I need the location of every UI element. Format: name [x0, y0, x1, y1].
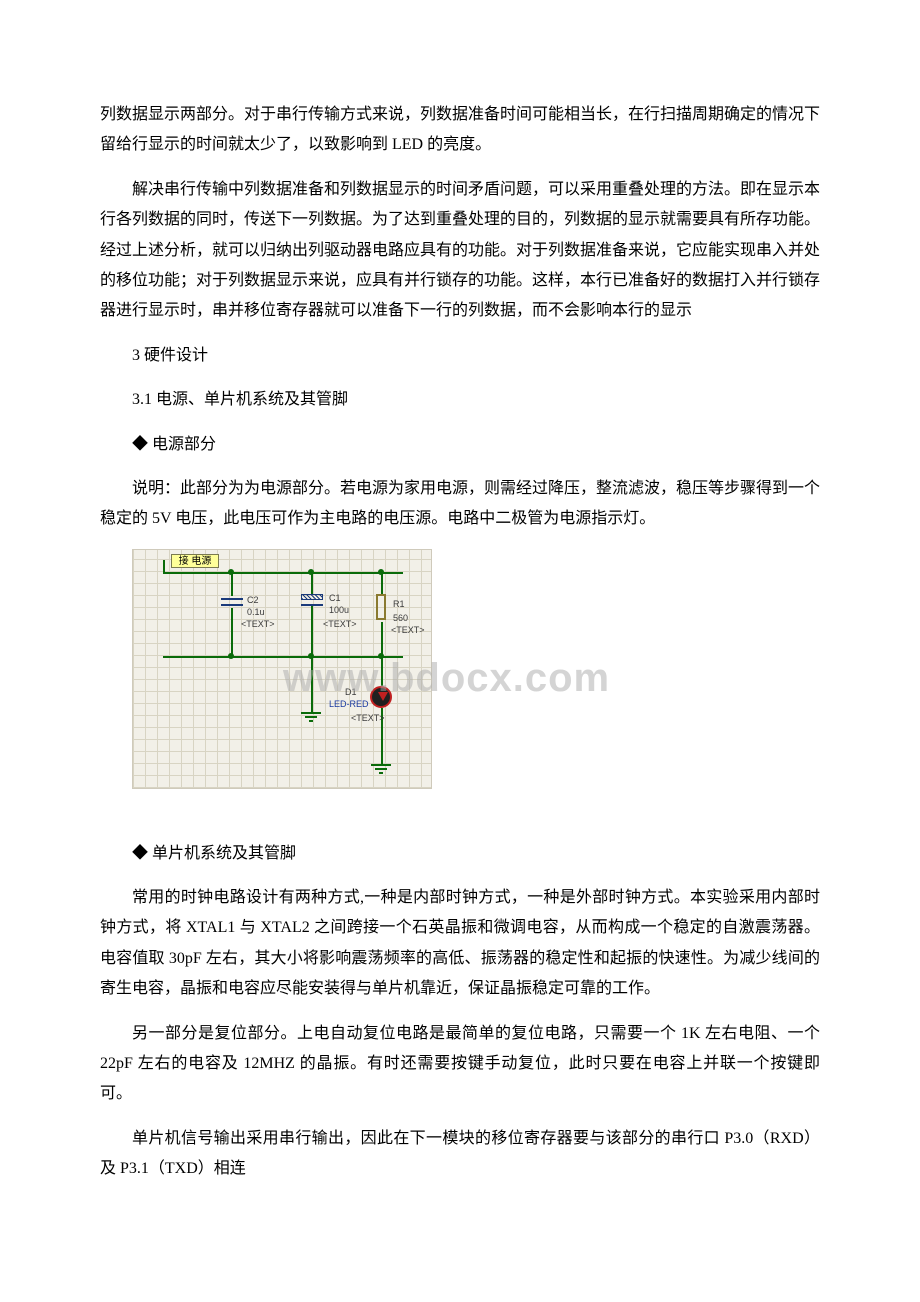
ground-icon: [371, 764, 391, 776]
para-power-desc: 说明：此部分为为电源部分。若电源为家用电源，则需经过降压，整流滤波，稳压等步骤得…: [100, 474, 820, 535]
cap-c2-icon: [221, 596, 243, 608]
heading-hardware: 3 硬件设计: [100, 341, 820, 371]
bullet-power: ◆ 电源部分: [100, 430, 820, 460]
para-serial-solution: 解决串行传输中列数据准备和列数据显示的时间矛盾问题，可以采用重叠处理的方法。即在…: [100, 175, 820, 327]
led-d1-icon: [370, 686, 392, 708]
para-serial-out: 单片机信号输出采用串行输出，因此在下一模块的移位寄存器要与该部分的串行口 P3.…: [100, 1124, 820, 1185]
figure-power-schematic: 接 电源 C2 0.1u <TEXT> C1 100u <TEXT> R1 56…: [100, 549, 820, 789]
c2-text: <TEXT>: [241, 616, 275, 633]
heading-power-mcu: 3.1 电源、单片机系统及其管脚: [100, 385, 820, 415]
resistor-r1-icon: [376, 594, 386, 620]
bullet-mcu: ◆ 单片机系统及其管脚: [100, 839, 820, 869]
schematic-power: 接 电源 C2 0.1u <TEXT> C1 100u <TEXT> R1 56…: [132, 549, 432, 789]
para-continuation: 列数据显示两部分。对于串行传输方式来说，列数据准备时间可能相当长，在行扫描周期确…: [100, 100, 820, 161]
ground-icon: [301, 712, 321, 724]
d1-text: <TEXT>: [351, 710, 385, 727]
para-reset: 另一部分是复位部分。上电自动复位电路是最简单的复位电路，只需要一个 1K 左右电…: [100, 1019, 820, 1110]
r1-text: <TEXT>: [391, 622, 425, 639]
c1-text: <TEXT>: [323, 616, 357, 633]
schematic-header-label: 接 电源: [171, 554, 219, 568]
para-clock: 常用的时钟电路设计有两种方式,一种是内部时钟方式，一种是外部时钟方式。本实验采用…: [100, 883, 820, 1005]
